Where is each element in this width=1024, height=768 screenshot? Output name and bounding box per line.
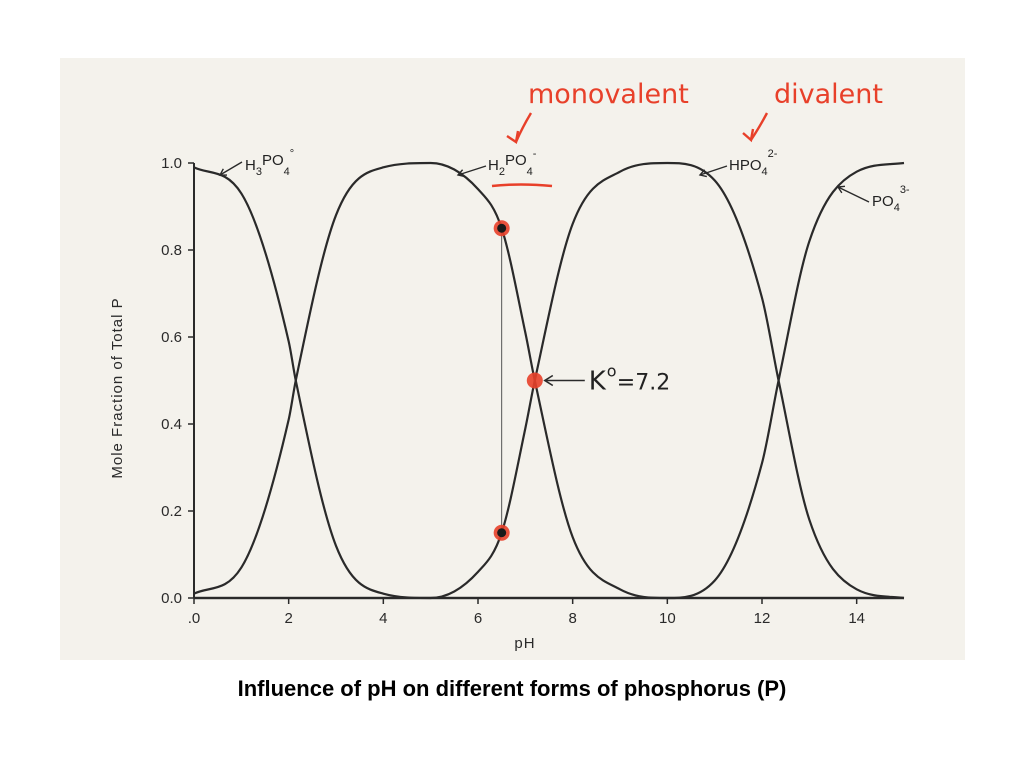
curve-hpo4 — [194, 161, 905, 600]
x-tick-label: 4 — [379, 610, 387, 627]
monovalent-arrowhead — [506, 130, 520, 145]
monovalent-arrow — [514, 112, 533, 143]
curve-po4 — [194, 161, 905, 600]
pk-label-sup: o — [607, 362, 617, 381]
x-tick-label: 2 — [284, 610, 292, 627]
x-tick-label: .0 — [188, 610, 201, 627]
divalent-arrow — [750, 112, 769, 141]
annotation-marks: monovalent divalent K o =7.2 — [491, 79, 883, 541]
hpo4-label: HPO42- — [729, 148, 778, 178]
y-tick-label: 1.0 — [161, 155, 182, 172]
h3po4-leader-head — [218, 168, 228, 176]
divalent-arrowhead — [742, 128, 755, 143]
red-highlight-dot — [526, 372, 543, 389]
axes: .0 2 4 6 8 10 12 14 0.0 0.2 0.4 0.6 0.8 1.0 — [161, 155, 904, 627]
po4-label: PO43- — [872, 184, 910, 214]
y-tick-label: 0.2 — [161, 503, 182, 520]
black-point — [497, 223, 507, 233]
pk-arrowhead — [543, 374, 554, 387]
x-tick-label: 8 — [568, 610, 576, 627]
h2po4-red-underline — [491, 183, 553, 188]
series-labels: H3PO4° H2PO4- HPO42- PO43- — [218, 148, 910, 214]
po4-leader-head — [836, 185, 846, 194]
figure-caption: Influence of pH on different forms of ph… — [237, 676, 787, 701]
hpo4-leader — [699, 165, 728, 176]
y-tick-label: 0.6 — [161, 329, 182, 346]
divalent-label: divalent — [774, 79, 883, 110]
x-axis-title: pH — [514, 635, 535, 652]
curves — [193, 161, 905, 600]
x-tick-label: 12 — [754, 610, 771, 627]
y-axis-title: Mole Fraction of Total P — [109, 297, 126, 478]
chart: .0 2 4 6 8 10 12 14 0.0 0.2 0.4 0.6 0.8 1.0 monovalen… — [109, 79, 910, 652]
y-tick-label: 0.8 — [161, 242, 182, 259]
y-tick-label: 0.4 — [161, 416, 182, 433]
h3po4-leader — [219, 161, 243, 176]
h2po4-label: H2PO4- — [488, 148, 537, 178]
x-tick-label: 14 — [848, 610, 865, 627]
hpo4-leader-head — [698, 169, 707, 178]
pk-label: K — [589, 367, 607, 397]
black-point — [497, 528, 507, 538]
x-tick-label: 6 — [474, 610, 482, 627]
h3po4-label: H3PO4° — [245, 148, 294, 178]
monovalent-label: monovalent — [528, 79, 689, 110]
curve-h2po4 — [193, 161, 904, 600]
pk-label-value: =7.2 — [617, 371, 670, 396]
x-tick-label: 10 — [659, 610, 676, 627]
y-tick-label: 0.0 — [161, 590, 182, 607]
figure-panel: .0 2 4 6 8 10 12 14 0.0 0.2 0.4 0.6 0.8 1.0 monovalen… — [60, 58, 965, 660]
h2po4-leader-head — [456, 169, 465, 178]
po4-leader — [837, 186, 870, 203]
h2po4-leader — [457, 165, 487, 176]
